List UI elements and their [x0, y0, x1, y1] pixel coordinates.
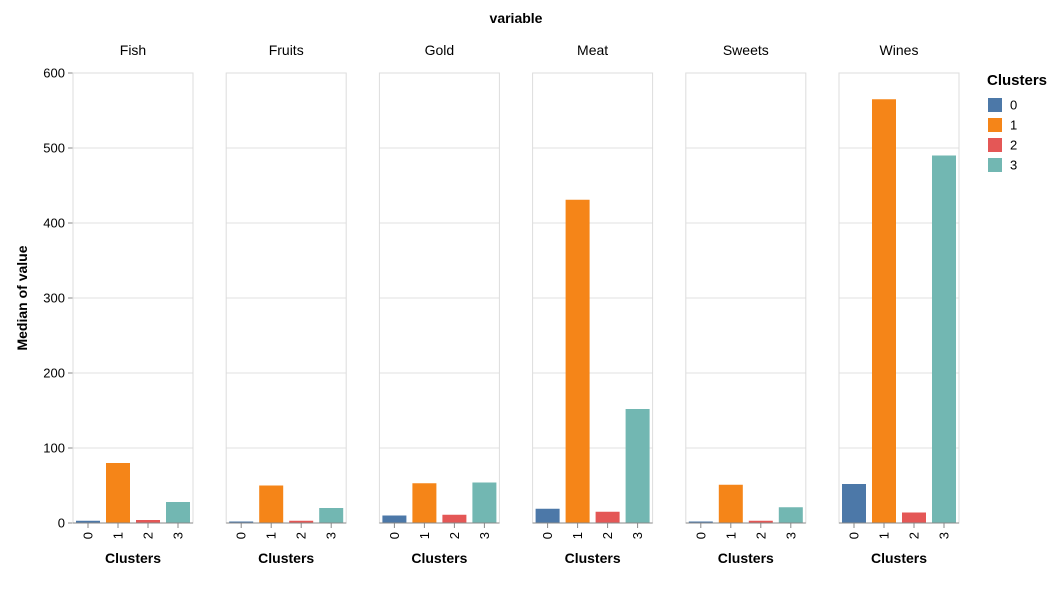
x-tick-label: 2 — [600, 532, 615, 539]
x-tick-label: 2 — [753, 532, 768, 539]
y-tick-label: 200 — [43, 366, 65, 381]
x-tick-label: 3 — [324, 532, 339, 539]
facet-title: Fish — [120, 42, 146, 58]
facet-fruits: Fruits 0 1 2 3 Clusters — [225, 42, 347, 566]
facet-fish: Fish 0 1 2 3 Clusters — [72, 42, 194, 566]
x-tick-label: 3 — [630, 532, 645, 539]
bar-wines-cluster-2 — [902, 512, 926, 523]
bar-fruits-cluster-3 — [319, 508, 344, 523]
x-tick-label: 2 — [141, 532, 156, 539]
bar-fruits-cluster-0 — [229, 521, 254, 523]
legend-swatch — [988, 158, 1002, 172]
x-axis-title: Clusters — [565, 550, 621, 566]
bar-fish-cluster-1 — [106, 463, 130, 523]
x-tick-label: 0 — [387, 532, 402, 539]
legend-label: 1 — [1010, 118, 1017, 133]
legend-title: Clusters — [987, 72, 1047, 89]
bar-fish-cluster-2 — [136, 520, 160, 523]
bar-gold-cluster-0 — [382, 515, 407, 523]
y-tick-label: 0 — [58, 516, 65, 531]
facet-title: Gold — [425, 42, 455, 58]
x-tick-label: 2 — [294, 532, 309, 539]
x-tick-label: 1 — [111, 532, 126, 539]
y-tick-label: 400 — [43, 216, 65, 231]
y-tick-label: 300 — [43, 291, 65, 306]
x-tick-label: 1 — [570, 532, 585, 539]
bar-gold-cluster-1 — [412, 483, 437, 523]
bar-fruits-cluster-1 — [259, 485, 284, 523]
facet-title: Wines — [880, 42, 919, 58]
legend-label: 2 — [1010, 138, 1017, 153]
legend-swatch — [988, 138, 1002, 152]
x-axis-title: Clusters — [105, 550, 161, 566]
legend-label: 3 — [1010, 158, 1017, 173]
x-tick-label: 0 — [81, 532, 96, 539]
facet-title: Sweets — [723, 42, 769, 58]
legend-label: 0 — [1010, 98, 1017, 113]
facet-wines: Wines 0 1 2 3 Clusters — [838, 42, 960, 566]
legend-item-1: 1 — [988, 118, 1017, 133]
x-tick-label: 0 — [847, 532, 862, 539]
x-axis-title: Clusters — [871, 550, 927, 566]
legend-swatch — [988, 98, 1002, 112]
facet-header-title: variable — [490, 10, 543, 26]
bar-sweets-cluster-1 — [718, 484, 743, 523]
legend-item-2: 2 — [988, 138, 1017, 153]
x-tick-label: 1 — [417, 532, 432, 539]
x-tick-label: 1 — [264, 532, 279, 539]
bar-sweets-cluster-3 — [778, 507, 803, 523]
bar-fish-cluster-3 — [166, 502, 190, 523]
bar-gold-cluster-2 — [442, 514, 467, 523]
y-tick-label: 600 — [43, 66, 65, 81]
legend-item-3: 3 — [988, 158, 1017, 173]
x-tick-label: 2 — [447, 532, 462, 539]
x-axis-title: Clusters — [411, 550, 467, 566]
x-tick-label: 3 — [937, 532, 952, 539]
facet-meat: Meat 0 1 2 3 Clusters — [532, 42, 654, 566]
bar-sweets-cluster-2 — [748, 520, 773, 523]
y-axis: 0 100 200 300 400 500 600 — [43, 66, 74, 531]
x-tick-label: 0 — [234, 532, 249, 539]
x-tick-label: 3 — [477, 532, 492, 539]
legend-swatch — [988, 118, 1002, 132]
bar-meat-cluster-1 — [565, 199, 590, 523]
bar-wines-cluster-3 — [932, 155, 956, 523]
legend-item-0: 0 — [988, 98, 1017, 113]
x-tick-label: 2 — [907, 532, 922, 539]
bar-wines-cluster-0 — [842, 484, 866, 523]
x-tick-label: 1 — [723, 532, 738, 539]
bar-gold-cluster-3 — [472, 482, 497, 523]
legend: Clusters 0 1 2 3 — [987, 72, 1047, 173]
facets: Fish 0 1 2 3 Clusters Fruits 0 1 2 3 Clusters Gold 0 1… — [72, 42, 960, 566]
y-tick-label: 500 — [43, 141, 65, 156]
x-tick-label: 3 — [783, 532, 798, 539]
x-tick-label: 0 — [540, 532, 555, 539]
x-axis-title: Clusters — [258, 550, 314, 566]
bar-meat-cluster-0 — [535, 508, 560, 523]
x-tick-label: 3 — [171, 532, 186, 539]
facet-gold: Gold 0 1 2 3 Clusters — [378, 42, 500, 566]
bar-fish-cluster-0 — [76, 520, 100, 523]
bar-meat-cluster-2 — [595, 511, 620, 523]
y-axis-title: Median of value — [14, 245, 30, 350]
bar-fruits-cluster-2 — [289, 520, 314, 523]
bar-wines-cluster-1 — [872, 99, 896, 523]
bar-meat-cluster-3 — [625, 409, 650, 523]
bar-sweets-cluster-0 — [688, 521, 713, 523]
facet-title: Fruits — [269, 42, 304, 58]
x-axis-title: Clusters — [718, 550, 774, 566]
x-tick-label: 0 — [693, 532, 708, 539]
facet-sweets: Sweets 0 1 2 3 Clusters — [685, 42, 807, 566]
x-tick-label: 1 — [877, 532, 892, 539]
y-tick-label: 100 — [43, 441, 65, 456]
facet-title: Meat — [577, 42, 608, 58]
